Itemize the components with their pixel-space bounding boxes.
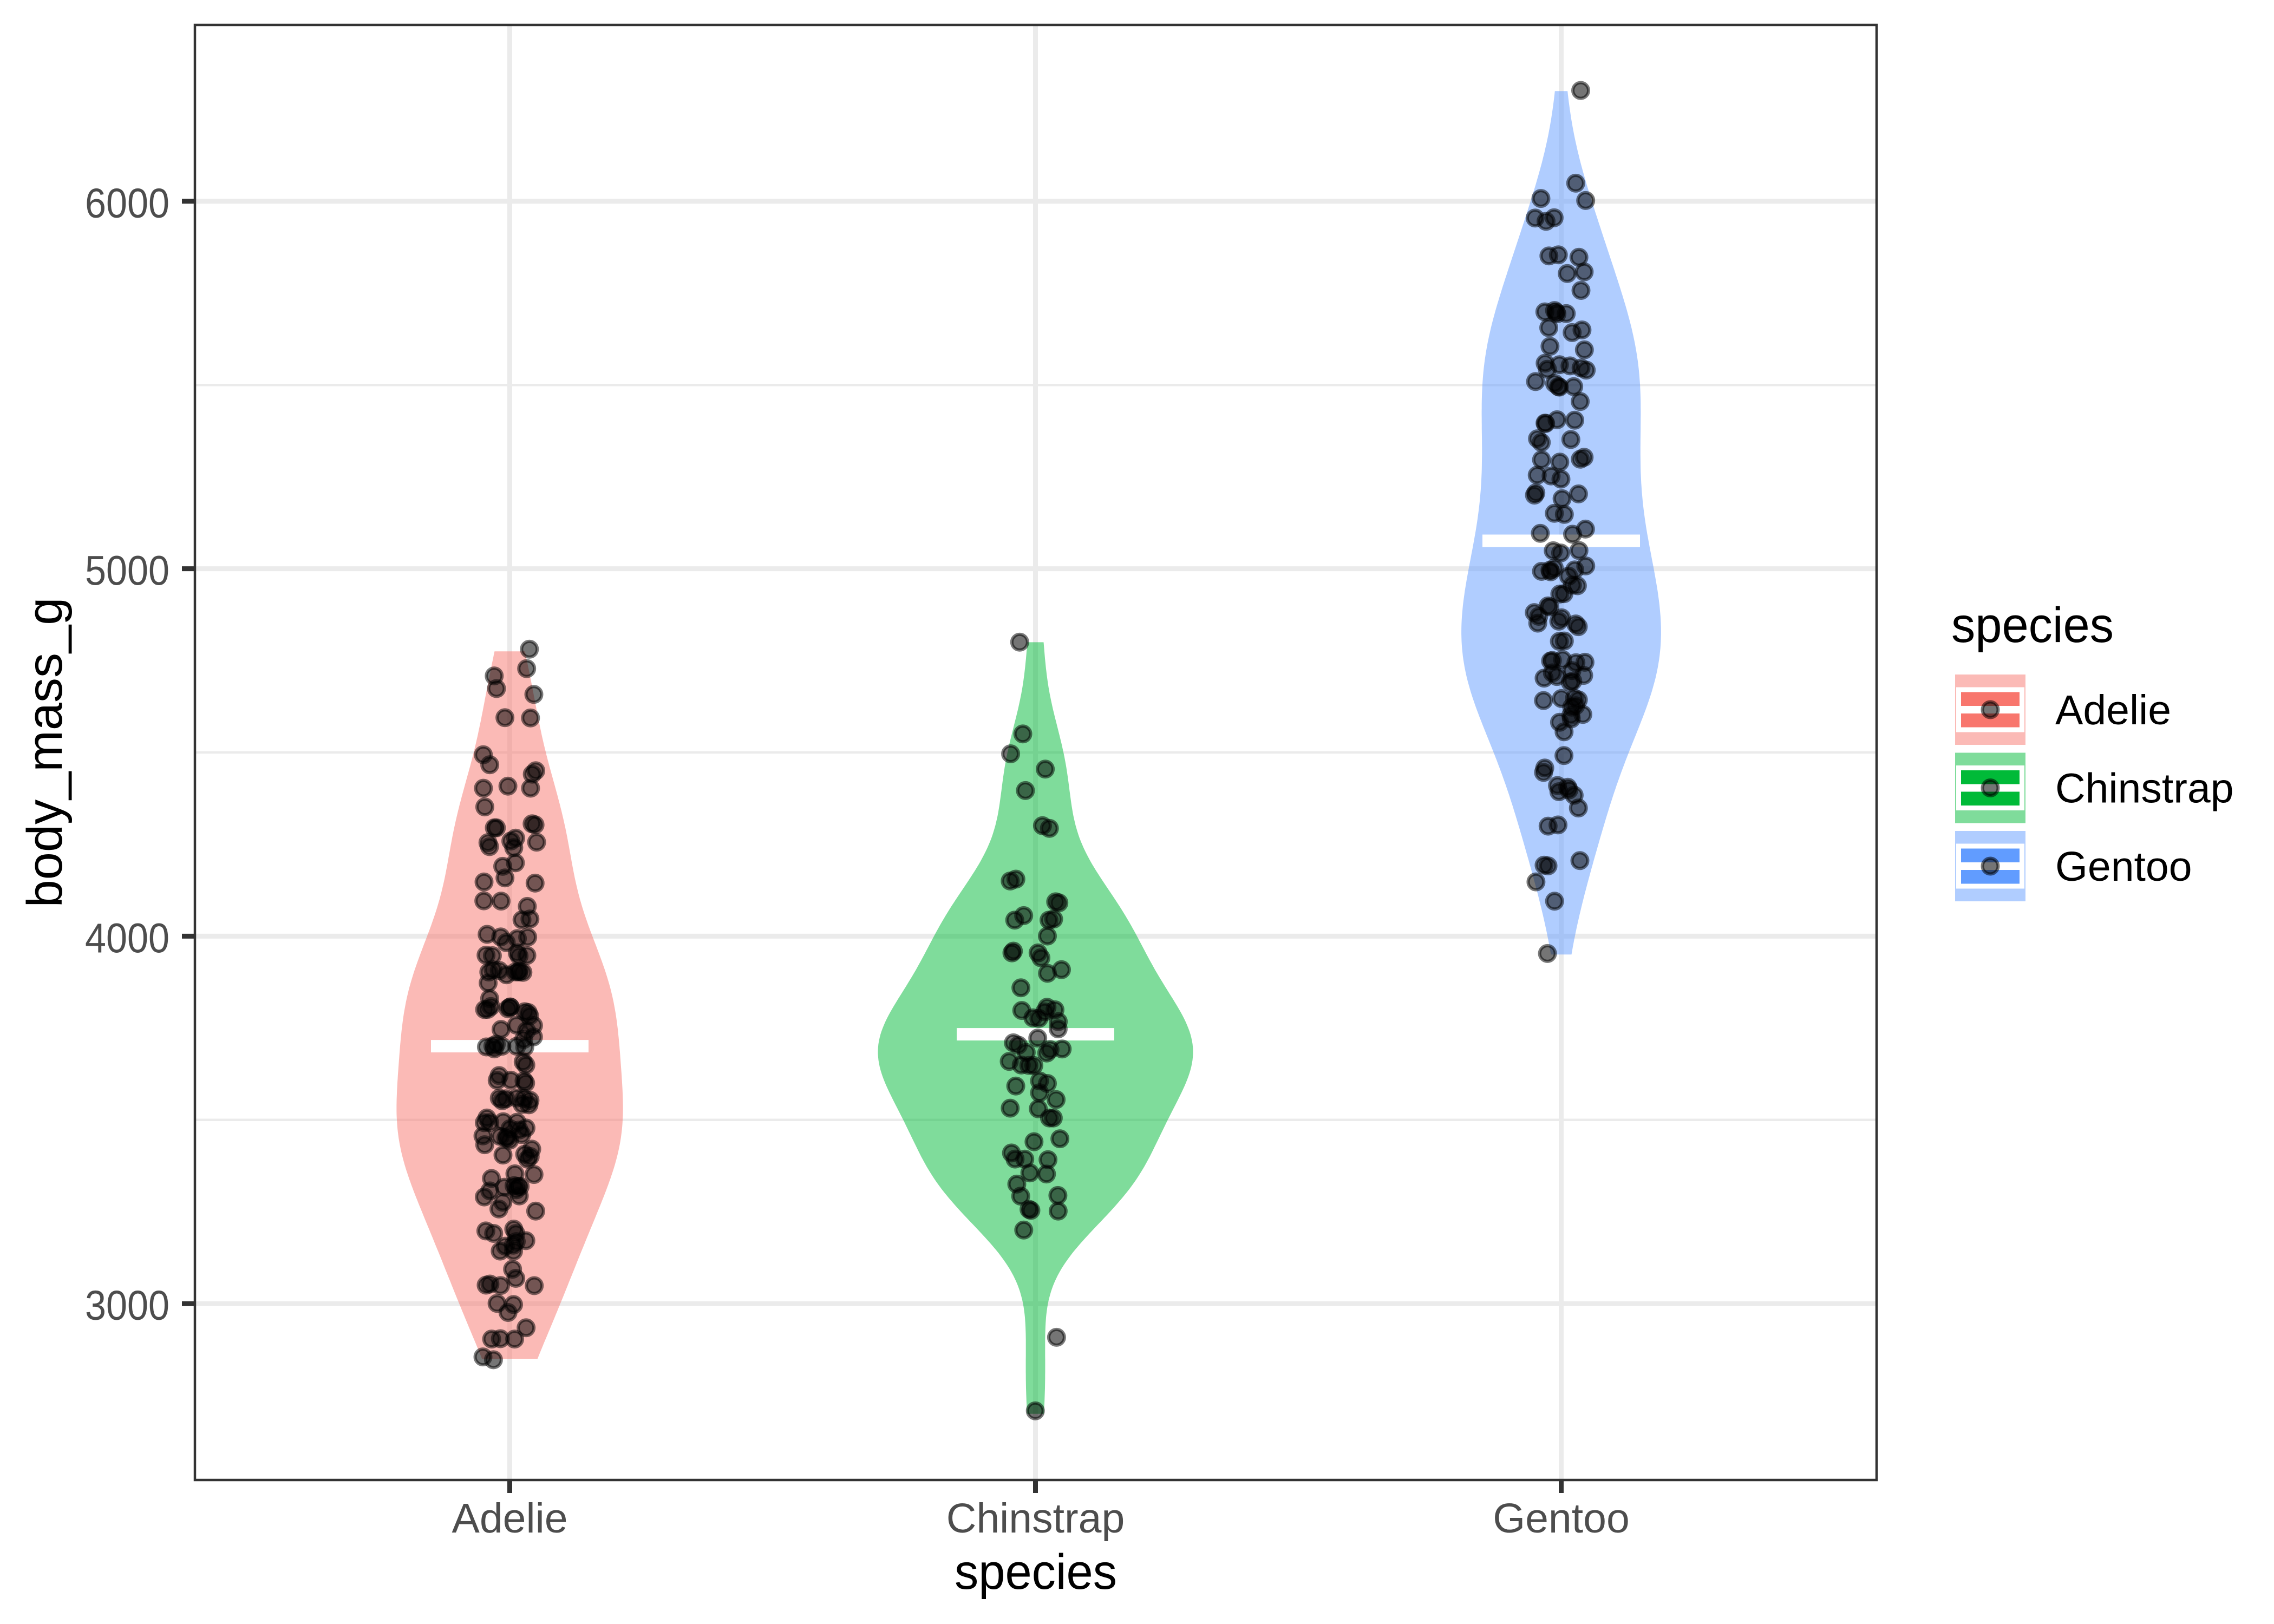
svg-text:Gentoo: Gentoo: [2055, 843, 2192, 890]
svg-text:Chinstrap: Chinstrap: [946, 1495, 1125, 1542]
svg-text:Chinstrap: Chinstrap: [2055, 765, 2234, 812]
svg-text:body_mass_g: body_mass_g: [17, 598, 73, 908]
svg-text:4000: 4000: [85, 915, 169, 961]
svg-text:species: species: [955, 1544, 1117, 1600]
svg-text:Gentoo: Gentoo: [1493, 1495, 1630, 1542]
svg-text:5000: 5000: [85, 548, 169, 594]
svg-text:3000: 3000: [85, 1282, 169, 1329]
svg-text:6000: 6000: [85, 180, 169, 227]
svg-text:Adelie: Adelie: [452, 1495, 567, 1542]
svg-text:Adelie: Adelie: [2055, 687, 2171, 734]
svg-text:species: species: [1951, 598, 2114, 653]
